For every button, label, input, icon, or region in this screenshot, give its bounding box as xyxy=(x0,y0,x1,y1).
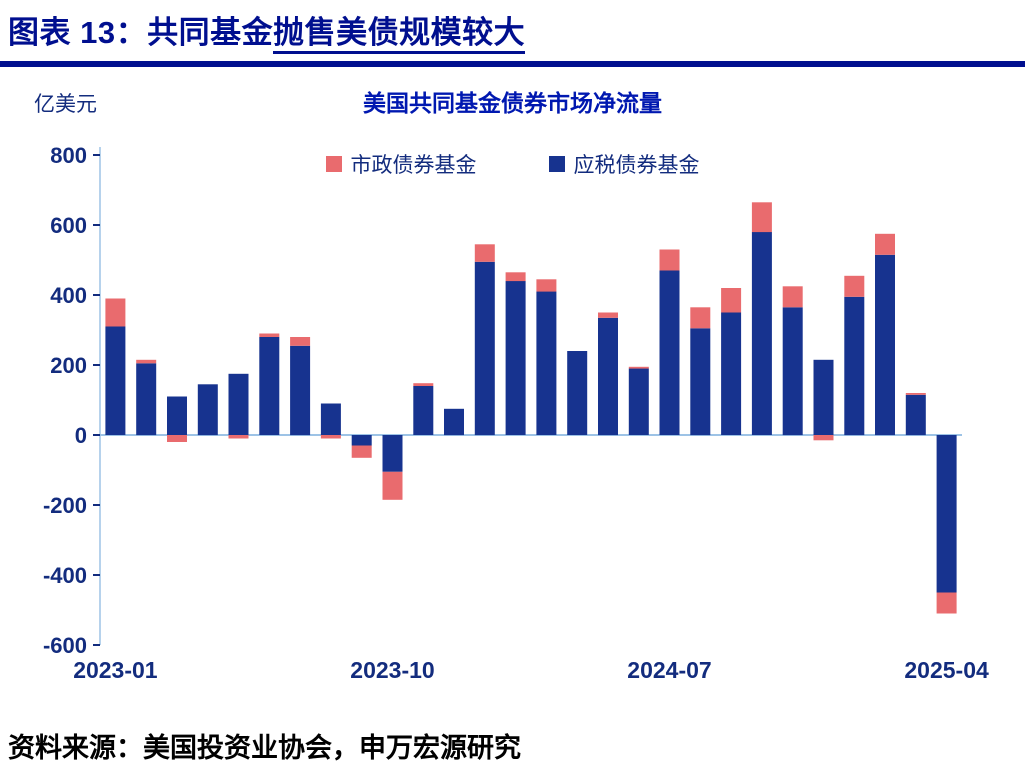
bar-segment xyxy=(382,435,403,472)
y-tick-label: -200 xyxy=(43,493,87,518)
bar-segment xyxy=(290,337,311,346)
bar-segment xyxy=(628,368,649,435)
bar-segment xyxy=(259,337,280,435)
bar-segment xyxy=(105,298,126,327)
bar-segment xyxy=(721,288,742,313)
figure-title-prefix: 图表 13：共同基金 xyxy=(8,15,274,50)
bar-segment xyxy=(136,363,157,436)
x-tick-label: 2023-01 xyxy=(73,657,158,683)
bar-segment xyxy=(136,359,157,364)
bar-segment xyxy=(598,312,618,318)
bar-segment xyxy=(351,445,372,458)
bar-segment xyxy=(320,435,341,439)
bar-segment xyxy=(659,249,680,271)
x-tick-label: 2024-07 xyxy=(627,657,711,683)
bar-segment xyxy=(751,232,772,435)
bar-segment xyxy=(567,351,588,435)
bar-segment xyxy=(721,312,742,435)
bar-segment xyxy=(536,279,557,292)
bar-segment xyxy=(290,345,311,436)
bar-segment xyxy=(598,317,618,436)
chart-title: 美国共同基金债券市场净流量 xyxy=(363,90,662,116)
bar-segment xyxy=(167,396,187,435)
y-tick-label: 800 xyxy=(50,143,87,168)
y-tick-label: 200 xyxy=(50,353,87,378)
chart-legend: 市政债券基金 应税债券基金 xyxy=(0,149,1025,179)
bar-segment xyxy=(782,286,803,308)
legend-label-taxable: 应税债券基金 xyxy=(573,154,700,177)
legend-label-municipal: 市政债券基金 xyxy=(350,154,477,177)
bar-segment xyxy=(505,272,526,282)
bar-segment xyxy=(813,359,834,436)
x-tick-label: 2025-04 xyxy=(904,657,989,683)
y-tick-label: -400 xyxy=(43,563,87,588)
bar-segment xyxy=(936,435,957,593)
bar-segment xyxy=(105,326,126,435)
y-tick-label: -600 xyxy=(43,633,87,658)
x-tick-label: 2023-10 xyxy=(350,657,434,683)
bar-segment xyxy=(320,403,341,435)
bar-segment xyxy=(782,307,803,436)
y-axis-unit-label: 亿美元 xyxy=(34,93,97,116)
bar-segment xyxy=(905,394,926,436)
source-note: 资料来源：美国投资业协会，申万宏源研究 xyxy=(8,733,521,763)
bar-segment xyxy=(228,435,249,439)
y-tick-label: 400 xyxy=(50,283,87,308)
bar-segment xyxy=(751,202,772,233)
bond-flow-chart: -600 -400 -200 0 200 400 600 800 2023-01 2023-10 2… xyxy=(43,143,989,683)
bar-segment xyxy=(844,296,865,436)
bar-segment xyxy=(844,275,865,297)
legend-item-municipal: 市政债券基金 xyxy=(325,149,477,179)
bar-segment xyxy=(413,386,434,435)
bar-segment xyxy=(536,291,557,435)
bar-segment xyxy=(444,408,464,436)
legend-swatch-municipal-icon xyxy=(325,156,342,172)
bar-segment xyxy=(259,333,280,337)
bar-segment xyxy=(505,281,526,435)
bar-segment xyxy=(474,261,495,436)
bar-segment xyxy=(905,393,926,395)
bar-segment xyxy=(875,233,895,255)
figure-title: 图表 13：共同基金抛售美债规模较大 xyxy=(8,7,1015,54)
figure-title-underlined: 抛售美债规模较大 xyxy=(273,15,526,54)
bar-segment xyxy=(690,328,711,436)
bar-segment xyxy=(936,592,957,614)
legend-item-taxable: 应税债券基金 xyxy=(548,149,700,179)
bar-segment xyxy=(382,471,403,500)
bar-segment xyxy=(628,366,649,369)
bar-segment xyxy=(875,254,895,436)
y-tick-label: 600 xyxy=(50,213,87,238)
legend-swatch-taxable-icon xyxy=(548,156,565,172)
bar-segment xyxy=(228,373,249,436)
bar-segment xyxy=(474,244,495,262)
bar-segment xyxy=(659,270,680,435)
bar-segment xyxy=(197,384,218,436)
bar-segment xyxy=(167,435,187,442)
y-tick-label: 0 xyxy=(75,423,87,448)
bar-segment xyxy=(413,383,434,386)
figure-header: 图表 13：共同基金抛售美债规模较大 xyxy=(0,0,1025,67)
bar-segment xyxy=(813,435,834,441)
bar-segment xyxy=(351,435,372,446)
bar-segment xyxy=(690,307,711,329)
